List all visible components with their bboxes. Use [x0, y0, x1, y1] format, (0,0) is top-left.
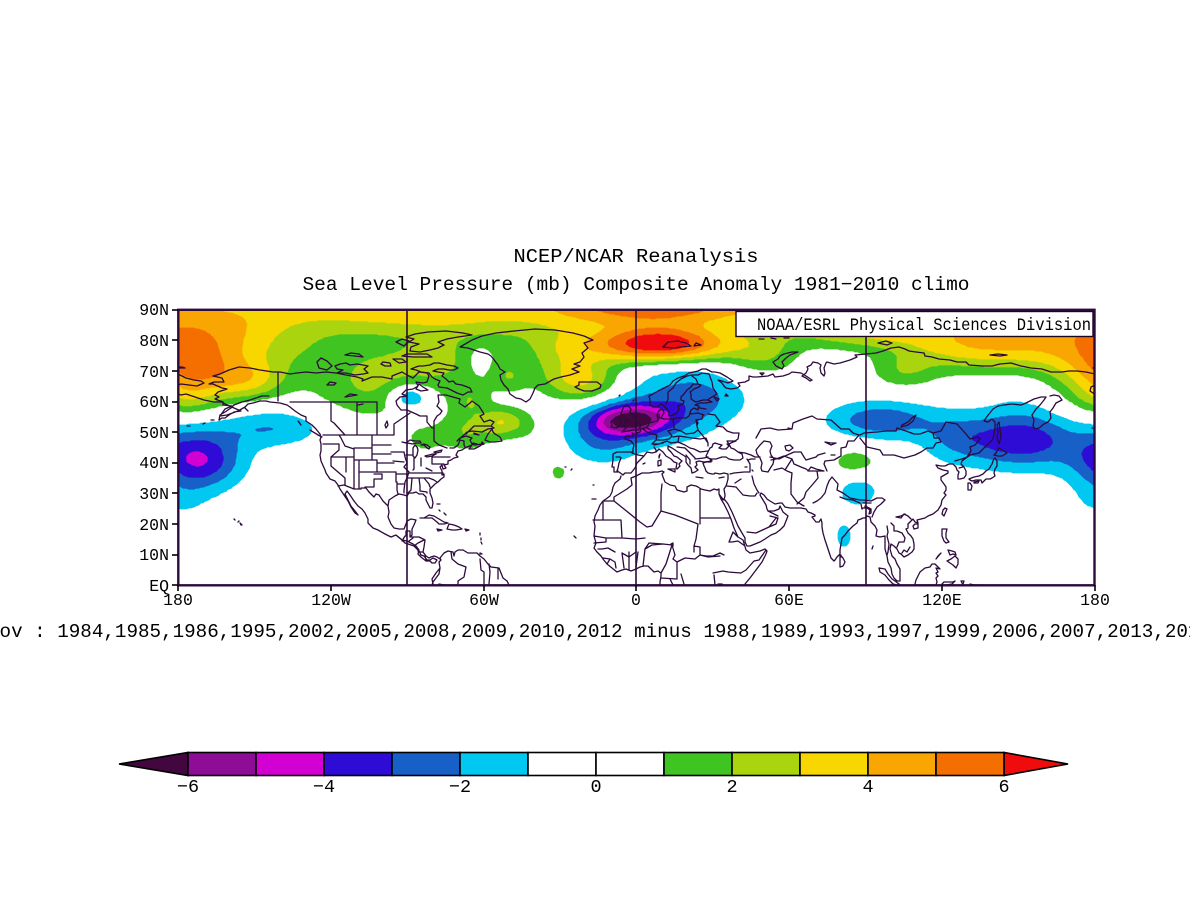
svg-text:NCEP/NCAR Reanalysis: NCEP/NCAR Reanalysis	[514, 246, 759, 268]
svg-text:EQ: EQ	[149, 577, 169, 596]
svg-text:Nov : 1984,1985,1986,1995,2002: Nov : 1984,1985,1986,1995,2002,2005,2008…	[0, 621, 1190, 643]
svg-text:180: 180	[1080, 591, 1110, 610]
svg-text:Sea Level Pressure (mb) Compos: Sea Level Pressure (mb) Composite Anomal…	[302, 274, 969, 296]
svg-text:10N: 10N	[139, 546, 169, 565]
svg-text:50N: 50N	[139, 424, 169, 443]
svg-text:180: 180	[163, 591, 193, 610]
svg-text:90N: 90N	[139, 301, 169, 320]
svg-text:60E: 60E	[774, 591, 804, 610]
svg-text:−6: −6	[177, 777, 199, 798]
svg-text:2: 2	[726, 777, 737, 798]
svg-text:0: 0	[631, 591, 641, 610]
svg-text:80N: 80N	[139, 332, 169, 351]
svg-text:60N: 60N	[139, 393, 169, 412]
svg-text:120W: 120W	[311, 591, 351, 610]
svg-text:40N: 40N	[139, 454, 169, 473]
svg-text:30N: 30N	[139, 485, 169, 504]
svg-text:20N: 20N	[139, 516, 169, 535]
svg-text:NOAA/ESRL Physical Sciences Di: NOAA/ESRL Physical Sciences Division	[757, 316, 1091, 336]
svg-text:4: 4	[862, 777, 873, 798]
svg-text:120E: 120E	[922, 591, 962, 610]
svg-text:60W: 60W	[469, 591, 499, 610]
svg-text:70N: 70N	[139, 363, 169, 382]
svg-text:6: 6	[998, 777, 1009, 798]
svg-text:−2: −2	[449, 777, 471, 798]
svg-text:−4: −4	[313, 777, 335, 798]
svg-text:0: 0	[590, 777, 601, 798]
